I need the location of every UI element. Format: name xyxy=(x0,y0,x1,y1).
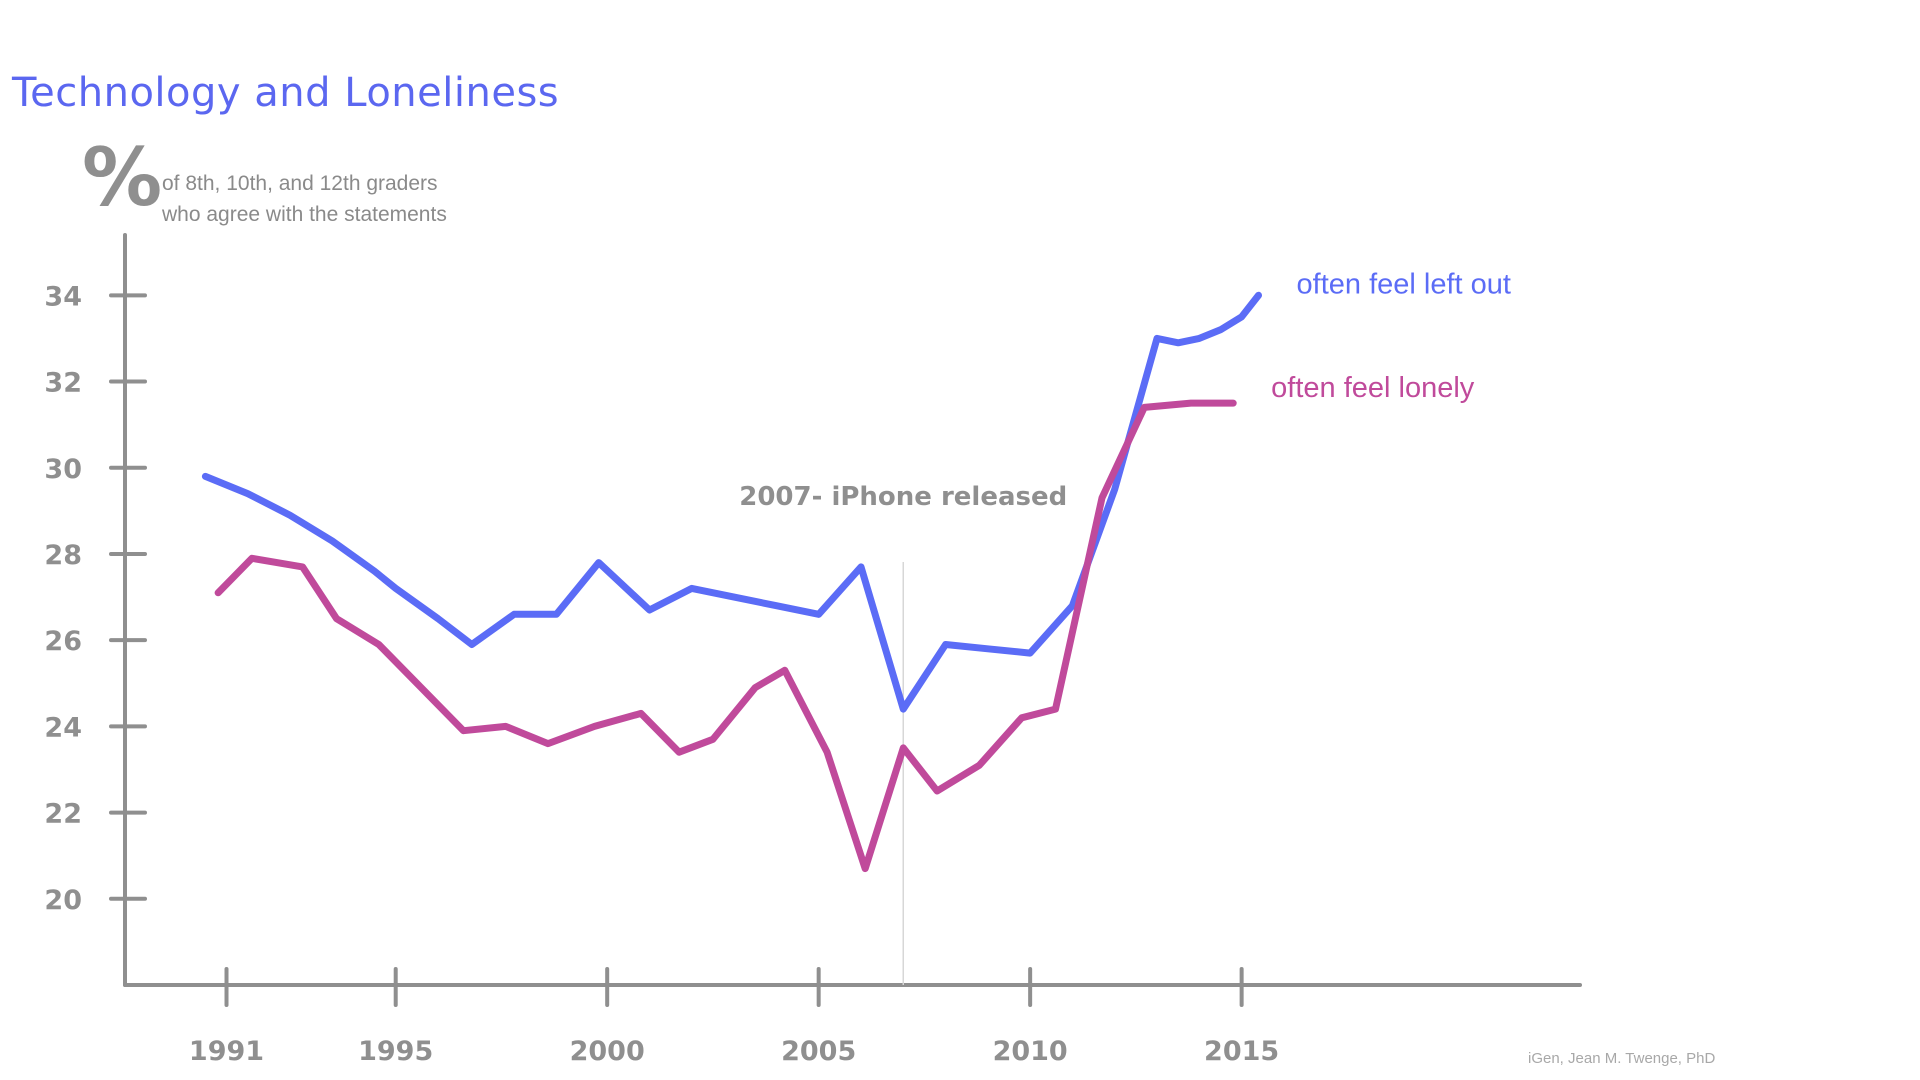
x-tick-label: 1995 xyxy=(358,1036,433,1067)
annotation-label: 2007- iPhone released xyxy=(739,482,1067,512)
series-label-lonely: often feel lonely xyxy=(1271,372,1475,404)
x-tick-label: 2005 xyxy=(781,1036,856,1067)
y-axis-description-line-1: of 8th, 10th, and 12th graders xyxy=(162,172,438,195)
chart-title: Technology and Loneliness xyxy=(12,70,560,116)
x-tick-label: 1991 xyxy=(189,1036,264,1067)
series-label-left-out: often feel left out xyxy=(1297,268,1511,300)
x-tick-label: 2000 xyxy=(570,1036,645,1067)
y-tick-label: 26 xyxy=(44,626,82,657)
series-line-lonely xyxy=(214,399,1237,873)
axes: 20 22 24 26 28 30 32 34 1991 1995 2000 2005 2010 2015 xyxy=(44,233,1582,1067)
y-tick-label: 30 xyxy=(44,454,82,485)
series-line-left-out xyxy=(201,291,1262,713)
source-credit: iGen, Jean M. Twenge, PhD xyxy=(1528,1050,1716,1067)
y-tick-label: 20 xyxy=(44,885,82,916)
y-tick-label: 24 xyxy=(44,712,82,743)
series-lines xyxy=(201,291,1262,873)
x-tick-label: 2010 xyxy=(993,1036,1068,1067)
y-tick-label: 34 xyxy=(44,281,82,312)
y-tick-label: 28 xyxy=(44,540,82,571)
y-unit-symbol: % xyxy=(82,131,163,224)
series-labels: often feel left out often feel lonely xyxy=(1271,268,1511,404)
y-axis-description: of 8th, 10th, and 12th graders who agree… xyxy=(162,168,447,230)
y-axis-description-line-2: who agree with the statements xyxy=(162,203,447,226)
y-tick-label: 32 xyxy=(44,368,82,399)
x-tick-label: 2015 xyxy=(1204,1036,1279,1067)
y-tick-label: 22 xyxy=(44,799,82,830)
annotation-group: 2007- iPhone released xyxy=(739,482,1067,985)
